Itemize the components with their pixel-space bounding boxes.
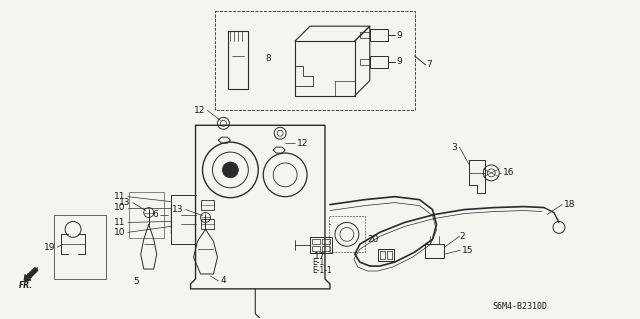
Bar <box>370 56 388 68</box>
Bar <box>54 214 106 279</box>
Bar <box>129 192 164 238</box>
Text: 17: 17 <box>314 252 325 261</box>
Text: 7: 7 <box>426 60 432 69</box>
Circle shape <box>223 162 238 178</box>
Bar <box>310 237 332 253</box>
Text: 12: 12 <box>194 106 205 115</box>
Text: 10: 10 <box>115 203 126 212</box>
Bar <box>322 239 330 244</box>
Bar <box>322 246 330 251</box>
Bar <box>312 246 320 251</box>
Text: 18: 18 <box>564 200 575 209</box>
Text: E-1-1: E-1-1 <box>312 265 332 275</box>
Text: S6M4-B2310D: S6M4-B2310D <box>492 302 547 311</box>
Text: 16: 16 <box>503 168 515 177</box>
Bar <box>216 11 415 110</box>
Text: 13: 13 <box>119 198 131 207</box>
Text: 13: 13 <box>172 205 184 214</box>
Text: 4: 4 <box>220 277 226 286</box>
Text: E-1: E-1 <box>312 258 324 267</box>
Text: 2: 2 <box>460 232 465 241</box>
Text: 8: 8 <box>266 54 271 63</box>
Text: 19: 19 <box>44 243 55 252</box>
Bar <box>200 200 214 210</box>
Bar <box>387 251 392 259</box>
Bar <box>380 251 385 259</box>
Text: 15: 15 <box>462 246 474 255</box>
Bar <box>370 29 388 41</box>
Text: FR.: FR. <box>19 281 33 290</box>
Text: 9: 9 <box>397 31 403 40</box>
Text: 6: 6 <box>152 210 157 219</box>
Text: 5: 5 <box>133 278 139 286</box>
Text: 11: 11 <box>115 192 126 201</box>
Text: 20: 20 <box>367 235 378 244</box>
Bar <box>424 244 444 258</box>
FancyArrow shape <box>24 268 38 281</box>
Text: 3: 3 <box>452 143 458 152</box>
Bar <box>200 219 214 229</box>
Bar <box>329 217 365 252</box>
Text: 10: 10 <box>115 228 126 237</box>
Bar <box>378 249 394 261</box>
Bar <box>312 239 320 244</box>
Text: 12: 12 <box>297 139 308 148</box>
Text: 9: 9 <box>397 57 403 66</box>
Text: 11: 11 <box>115 218 126 227</box>
